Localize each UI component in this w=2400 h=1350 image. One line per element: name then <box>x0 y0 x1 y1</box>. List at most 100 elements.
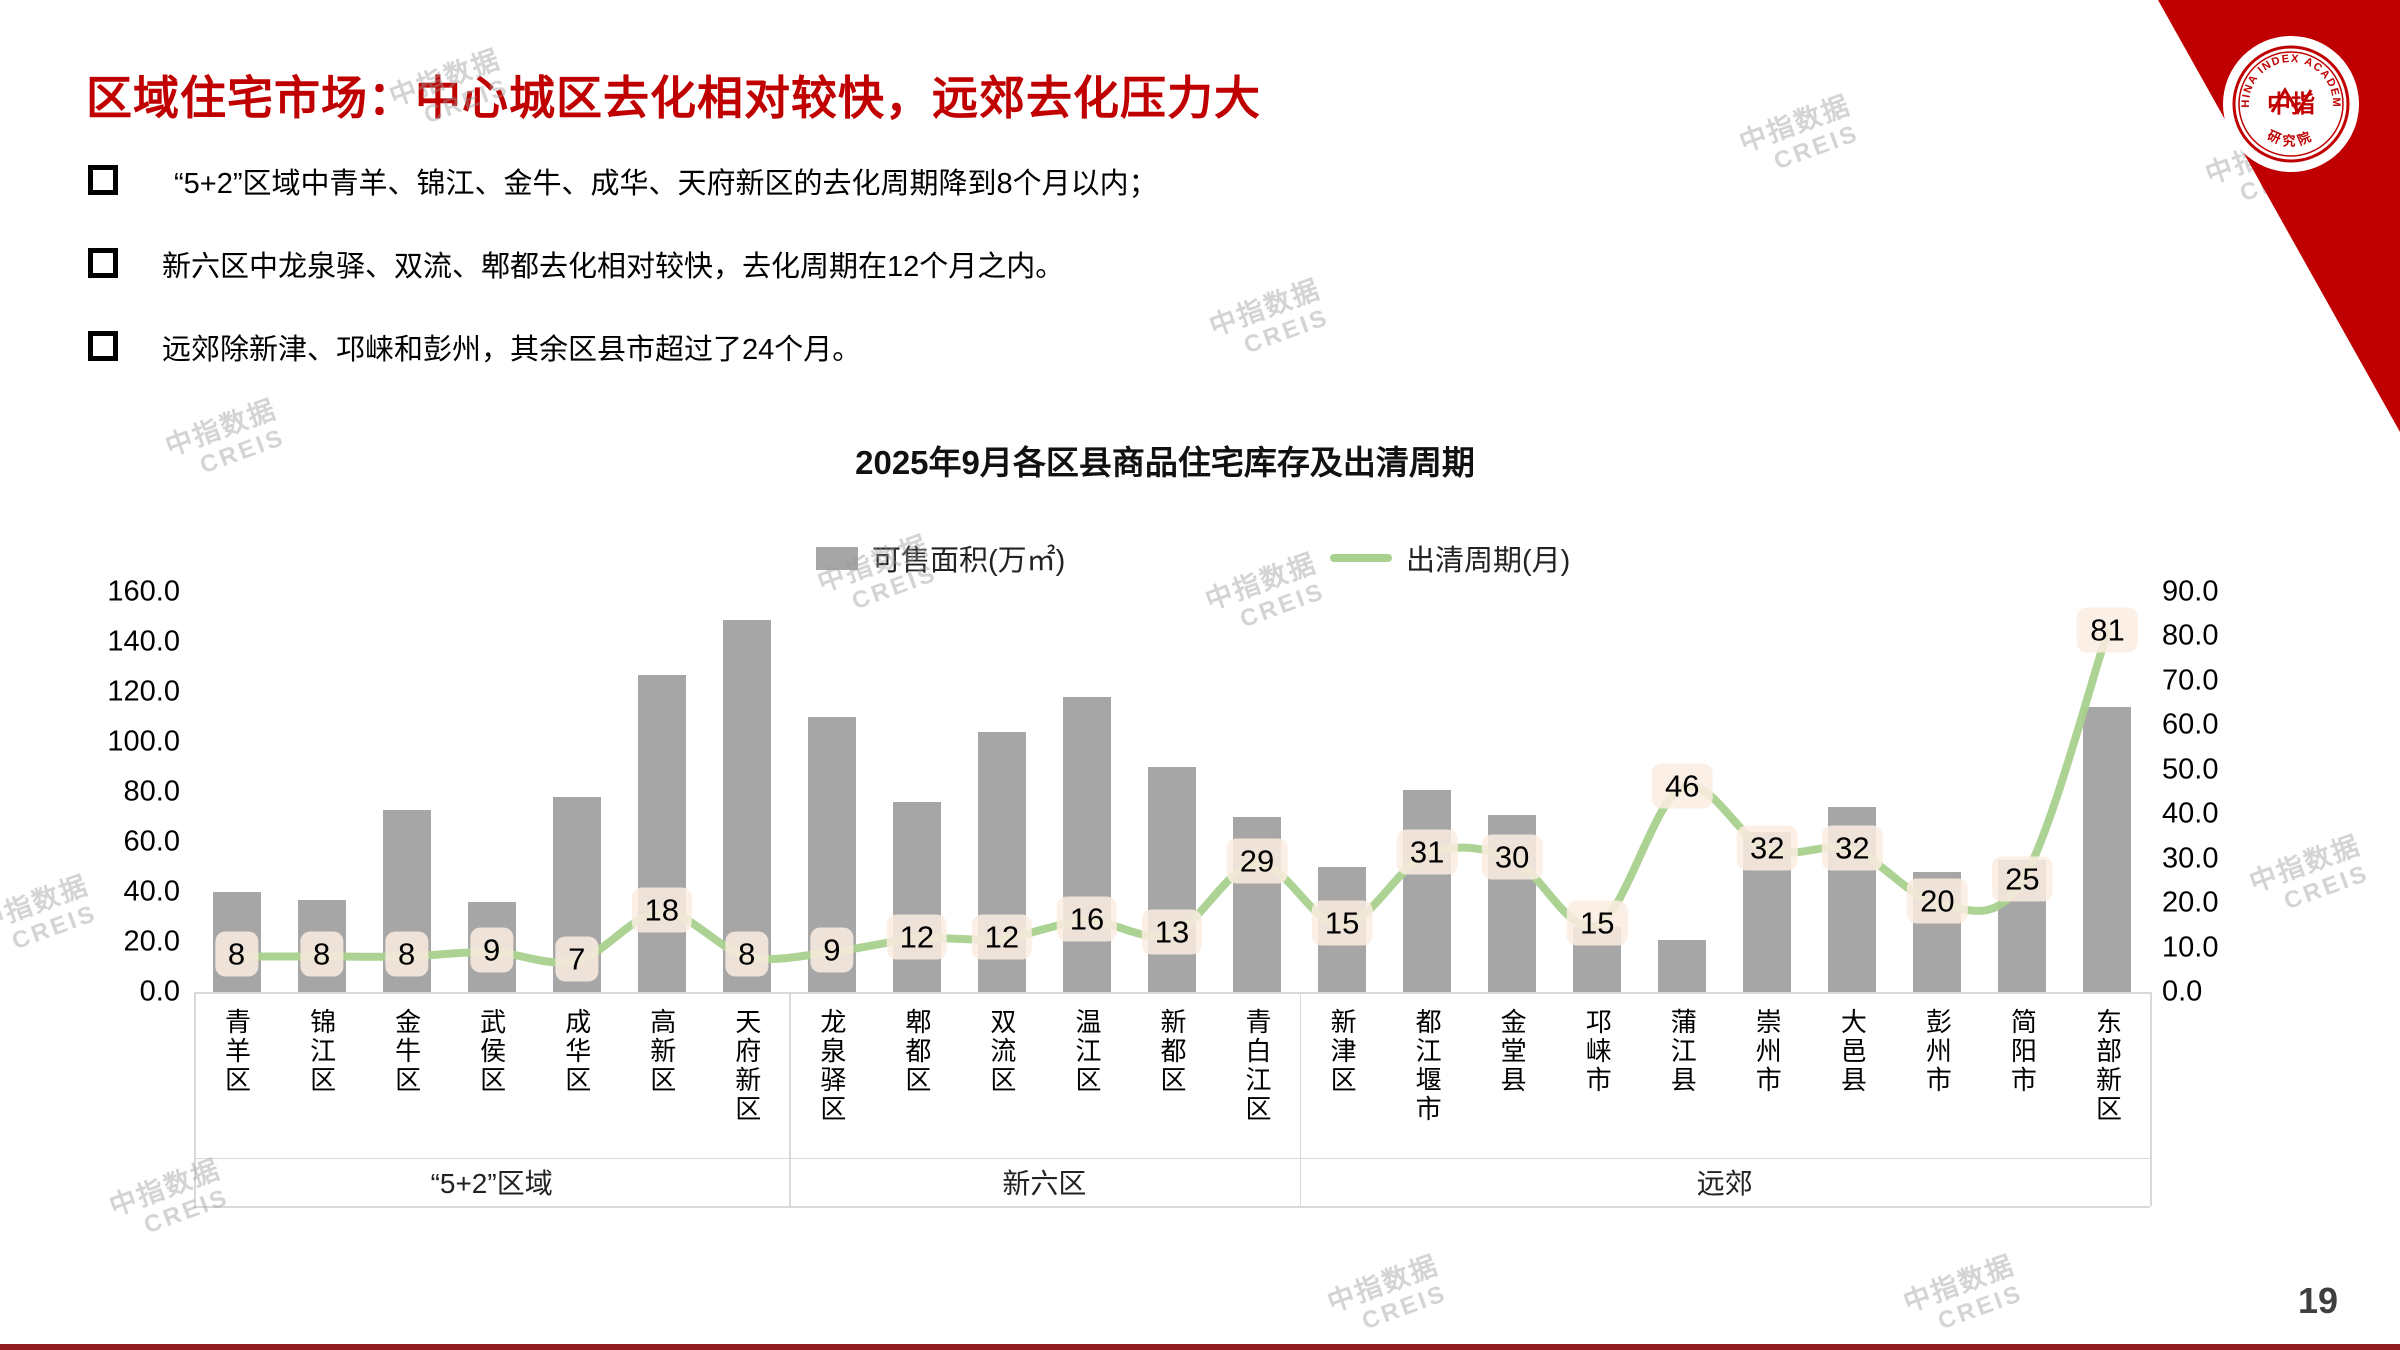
legend-item-area: 可售面积(万㎡) <box>816 538 1065 578</box>
chart-title: 2025年9月各区县商品住宅库存及出清周期 <box>855 444 1475 481</box>
left-axis-tick: 160.0 <box>107 575 180 608</box>
category-label: 温江区 <box>1071 1008 1102 1095</box>
watermark: 中指数据 CREIS <box>1323 1249 1451 1336</box>
line-data-label: 9 <box>470 927 514 973</box>
right-axis-tick: 40.0 <box>2162 797 2219 830</box>
category-label: 彭州市 <box>1922 1008 1953 1095</box>
category-label: 锦江区 <box>306 1008 337 1095</box>
right-axis-tick: 30.0 <box>2162 842 2219 875</box>
line-data-label: 8 <box>384 931 429 977</box>
watermark: 中指数据 CREIS <box>2201 121 2329 208</box>
category-label: 蒲江县 <box>1667 1008 1698 1095</box>
bottom-accent-bar <box>0 1344 2400 1350</box>
line-data-label: 46 <box>1652 763 1713 809</box>
left-axis-tick: 60.0 <box>123 825 180 858</box>
legend-area-label: 可售面积(万㎡) <box>872 545 1066 577</box>
line-data-label: 30 <box>1481 834 1543 880</box>
line-data-label: 8 <box>214 931 259 977</box>
category-label: 金牛区 <box>391 1008 422 1095</box>
line-data-label: 32 <box>1822 825 1883 871</box>
svg-text:研究院: 研究院 <box>2265 128 2316 149</box>
category-label: 青白江区 <box>1242 1008 1273 1124</box>
right-axis-tick: 0.0 <box>2162 975 2203 1008</box>
line-data-label: 81 <box>2077 607 2138 653</box>
line-legend-swatch-icon <box>1330 554 1392 562</box>
bar-legend-swatch-icon <box>816 546 858 570</box>
group-separator <box>1299 992 1302 1206</box>
category-label: 郫都区 <box>901 1008 932 1095</box>
chart-legend: 可售面积(万㎡) 出清周期(月) <box>0 538 2400 578</box>
line-data-label: 8 <box>299 931 344 977</box>
category-label: 简阳市 <box>2007 1008 2038 1095</box>
left-axis-tick: 40.0 <box>123 875 180 908</box>
bar <box>1658 939 1707 992</box>
group-divider-line <box>194 1158 2150 1159</box>
category-label: 新津区 <box>1327 1008 1358 1095</box>
bullet-square-icon <box>88 248 118 278</box>
left-axis-tick: 0.0 <box>139 975 180 1008</box>
watermark: 中指数据 CREIS <box>1899 1249 2027 1336</box>
bullet-item: “5+2”区域中青羊、锦江、金牛、成华、天府新区的去化周期降到8个月以内； <box>88 160 2188 200</box>
bar <box>637 674 686 992</box>
page-title: 区域住宅市场：中心城区去化相对较快，远郊去化压力大 <box>86 72 1261 124</box>
bullet-item: 新六区中龙泉驿、双流、郫都去化相对较快，去化周期在12个月之内。 <box>88 243 2188 283</box>
left-axis-tick: 140.0 <box>107 625 180 658</box>
category-label: 天府新区 <box>731 1008 762 1124</box>
category-label: 武侯区 <box>476 1008 507 1095</box>
line-data-label: 7 <box>555 936 599 982</box>
bar <box>2083 707 2132 992</box>
line-data-label: 16 <box>1056 896 1118 942</box>
right-axis-tick: 50.0 <box>2162 753 2219 786</box>
bullet-list: “5+2”区域中青羊、锦江、金牛、成华、天府新区的去化周期降到8个月以内； 新六区… <box>88 160 2188 409</box>
line-data-label: 15 <box>1311 900 1373 946</box>
legend-item-cycle: 出清周期(月) <box>1330 538 1570 578</box>
group-label: 远郊 <box>1696 1168 1753 1199</box>
group-label: “5+2”区域 <box>430 1168 553 1199</box>
line-data-label: 32 <box>1737 825 1798 871</box>
right-axis-tick: 70.0 <box>2162 664 2219 697</box>
bullet-text: 新六区中龙泉驿、双流、郫都去化相对较快，去化周期在12个月之内。 <box>162 251 1065 283</box>
line-data-label: 8 <box>725 931 769 977</box>
group-separator <box>789 992 791 1206</box>
line-data-label: 9 <box>810 927 854 973</box>
group-bottom-line <box>194 1206 2150 1208</box>
category-label: 金堂县 <box>1497 1008 1528 1095</box>
category-label: 双流区 <box>986 1008 1017 1095</box>
line-data-label: 18 <box>631 887 692 933</box>
legend-cycle-label: 出清周期(月) <box>1406 545 1571 577</box>
line-data-label: 13 <box>1141 909 1203 955</box>
category-label: 青羊区 <box>221 1008 252 1095</box>
right-axis-tick: 10.0 <box>2162 931 2219 964</box>
category-label: 邛崃市 <box>1582 1008 1613 1095</box>
category-label: 成华区 <box>561 1008 592 1095</box>
left-axis-tick: 20.0 <box>123 925 180 958</box>
right-axis-tick: 60.0 <box>2162 708 2219 741</box>
right-axis-tick: 90.0 <box>2162 575 2219 608</box>
right-axis-tick: 20.0 <box>2162 886 2219 919</box>
x-axis-line <box>194 992 2150 994</box>
category-label: 都江堰市 <box>1412 1008 1443 1124</box>
line-data-label: 29 <box>1226 838 1288 884</box>
watermark: 中指数据 CREIS <box>105 1153 233 1240</box>
category-label: 崇州市 <box>1752 1008 1783 1095</box>
line-data-label: 20 <box>1907 878 1968 924</box>
ribbon-triangle <box>2158 0 2400 432</box>
group-separator <box>2150 992 2152 1206</box>
bullet-text: 远郊除新津、邛崃和彭州，其余区县市超过了24个月。 <box>162 334 862 366</box>
line-data-label: 12 <box>886 914 948 960</box>
bullet-text: “5+2”区域中青羊、锦江、金牛、成华、天府新区的去化周期降到8个月以内； <box>174 168 1158 200</box>
group-label: 新六区 <box>1002 1168 1087 1199</box>
category-label: 大邑县 <box>1837 1008 1868 1095</box>
category-label: 东部新区 <box>2092 1008 2123 1124</box>
bar <box>1403 789 1452 992</box>
line-data-label: 15 <box>1566 900 1628 946</box>
bar <box>1062 697 1111 992</box>
bullet-item: 远郊除新津、邛崃和彭州，其余区县市超过了24个月。 <box>88 326 2188 366</box>
svg-text:中指: 中指 <box>2267 91 2315 118</box>
line-data-label: 31 <box>1396 829 1458 875</box>
line-data-label: 25 <box>1992 856 2053 902</box>
page-number: 19 <box>2297 1280 2338 1321</box>
bar <box>1148 767 1196 992</box>
left-axis-tick: 100.0 <box>107 725 180 758</box>
